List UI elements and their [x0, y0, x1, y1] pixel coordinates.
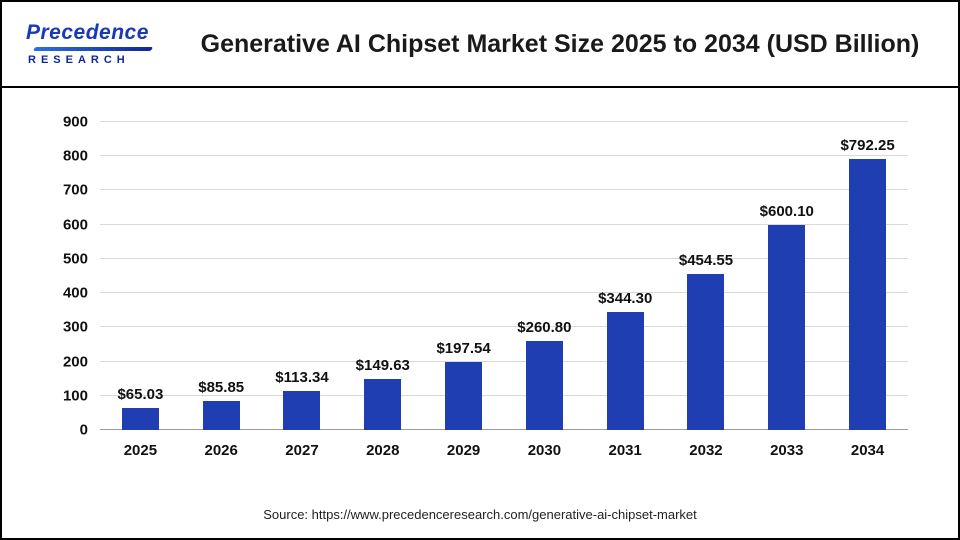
bar	[364, 378, 402, 430]
bar-group: $149.63	[342, 122, 423, 430]
y-tick-label: 100	[62, 387, 88, 405]
gridline	[100, 394, 908, 396]
bar-value-label: $197.54	[436, 340, 491, 358]
source-text: Source: https://www.precedenceresearch.c…	[263, 507, 697, 522]
bars-container: $65.03 $85.85 $113.34 $149.63 $197.54 $260.80…	[100, 122, 908, 430]
bar-value-label: $65.03	[117, 385, 164, 403]
y-tick-label: 300	[62, 318, 88, 336]
bar-value-label: $344.30	[598, 290, 653, 308]
y-tick-label: 400	[62, 284, 88, 302]
plot-area: $65.03 $85.85 $113.34 $149.63 $197.54 $260.80…	[63, 114, 908, 439]
gridline	[100, 155, 908, 157]
y-tick-label: 500	[62, 250, 88, 268]
bar-group: $344.30	[585, 122, 666, 430]
logo-research-label: RESEARCH	[28, 53, 130, 66]
bar	[283, 391, 321, 430]
bar	[768, 224, 806, 430]
bar-group: $197.54	[423, 122, 504, 430]
bar-value-label: $454.55	[678, 252, 734, 270]
bar-group: $600.10	[746, 122, 827, 430]
bar-value-label: $792.25	[840, 136, 895, 154]
gridline	[100, 121, 908, 122]
gridline	[100, 223, 908, 225]
chart-area: $65.03 $85.85 $113.34 $149.63 $197.54 $260.80…	[2, 88, 958, 493]
gridline	[100, 360, 908, 362]
logo-wordmark: Precedence	[26, 21, 149, 45]
bar-group: $65.03	[100, 122, 181, 430]
x-axis-label: 2025	[123, 442, 158, 459]
bar	[849, 158, 887, 430]
y-tick-label: 600	[62, 216, 88, 234]
y-tick-label: 700	[62, 181, 88, 199]
x-axis-label: 2033	[770, 442, 804, 459]
logo-swoosh-icon	[32, 46, 154, 51]
bar-value-label: $85.85	[198, 378, 245, 396]
x-axis-baseline	[100, 429, 908, 430]
bar	[202, 400, 240, 430]
bar-value-label: $113.34	[275, 369, 329, 387]
bar	[121, 407, 159, 430]
bar-value-label: $149.63	[355, 356, 410, 374]
header: Precedence RESEARCH Generative AI Chipse…	[2, 2, 958, 88]
bar-group: $454.55	[666, 122, 747, 430]
bar-group: $792.25	[827, 122, 908, 430]
bar-value-label: $600.10	[759, 202, 814, 220]
x-axis-label: 2031	[608, 442, 642, 459]
bar-group: $85.85	[181, 122, 262, 430]
y-tick-label: 200	[62, 353, 88, 371]
x-axis-label: 2030	[527, 442, 562, 459]
x-axis-labels: 2025 2026 2027 2028 2029 2030 2031 2032 2033 2034	[100, 430, 908, 459]
x-axis-label: 2028	[366, 442, 400, 459]
y-tick-label: 900	[62, 113, 88, 131]
x-axis-label: 2026	[204, 442, 238, 459]
bar-group: $260.80	[504, 122, 585, 430]
gridline	[100, 257, 908, 259]
page-title: Generative AI Chipset Market Size 2025 t…	[200, 29, 920, 58]
bar-group: $113.34	[262, 122, 343, 430]
gridline	[100, 189, 908, 191]
bar	[606, 312, 644, 430]
gridline	[100, 292, 908, 294]
logo: Precedence RESEARCH	[26, 21, 196, 66]
gridline	[100, 326, 908, 328]
y-tick-label: 800	[62, 147, 88, 165]
bar-value-label: $260.80	[517, 318, 572, 336]
bar	[687, 274, 725, 430]
x-axis-label: 2034	[850, 442, 885, 459]
bar	[525, 340, 563, 430]
x-axis-label: 2027	[285, 442, 319, 459]
x-axis-label: 2029	[446, 442, 481, 459]
bar	[445, 362, 483, 430]
y-tick-label: 0	[79, 421, 88, 439]
x-axis-label: 2032	[689, 442, 723, 459]
